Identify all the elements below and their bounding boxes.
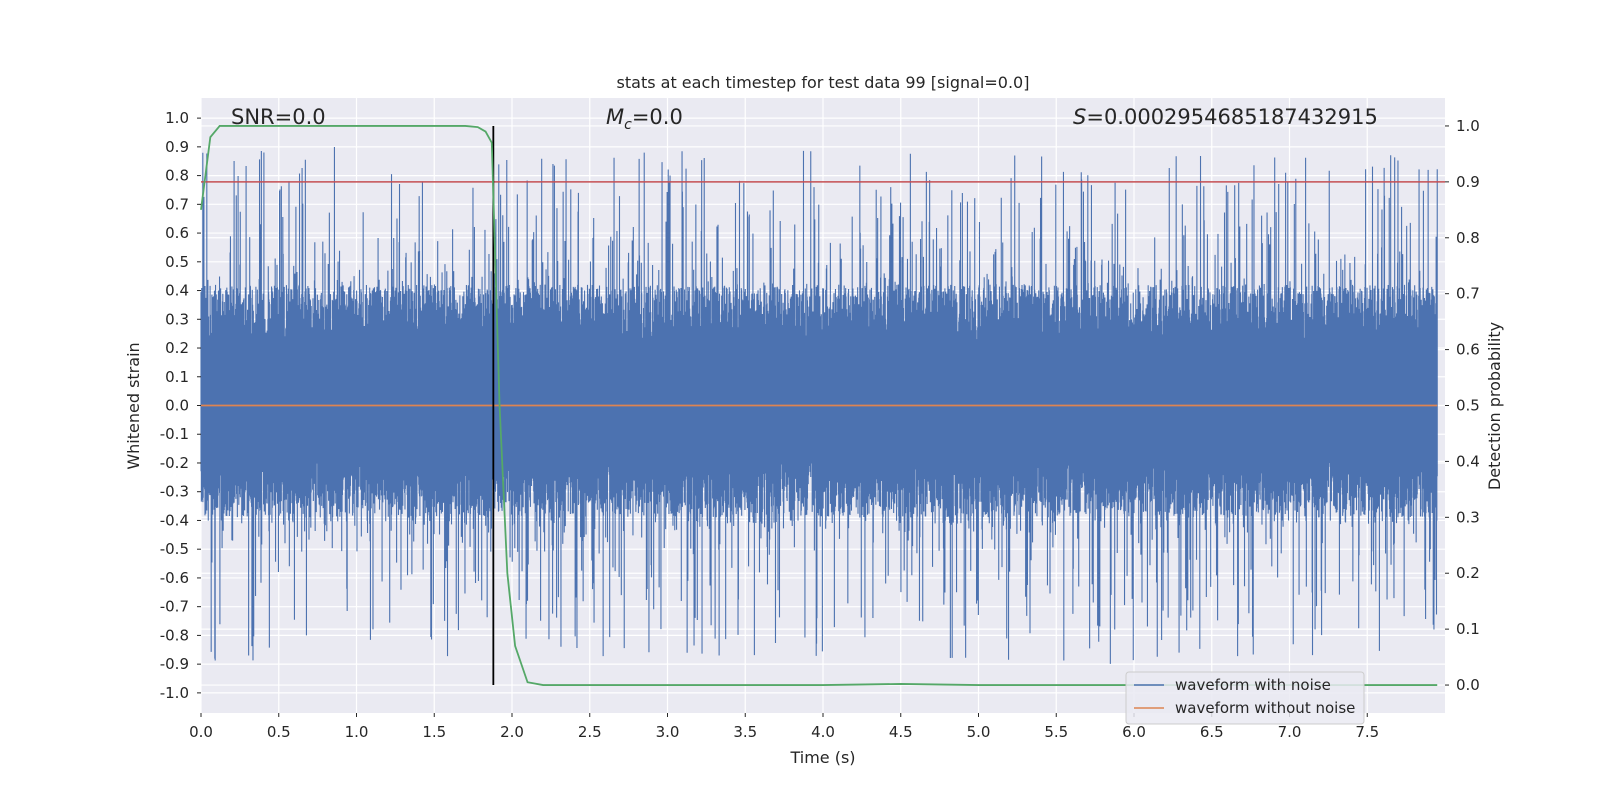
s-symbol: S (1073, 105, 1086, 129)
y-tick-label: 0.2 (165, 339, 189, 357)
y-tick-label: 0.8 (165, 167, 189, 185)
y-tick-label: -0.1 (160, 425, 189, 443)
x-tick-label: 2.0 (500, 723, 524, 741)
x-tick-label: 6.5 (1200, 723, 1224, 741)
y2-tick-label: 0.0 (1456, 676, 1480, 694)
y-tick-label: -0.6 (160, 569, 189, 587)
y-axis-label: Whitened strain (124, 342, 143, 469)
detection-probability-line (200, 125, 1438, 686)
y-tick-label: 0.1 (165, 368, 189, 386)
s-value: =0.0002954685187432915 (1086, 105, 1378, 129)
x-tick-label: 4.5 (889, 723, 913, 741)
s-annotation: S=0.0002954685187432915 (1073, 105, 1378, 129)
x-tick-label: 1.5 (422, 723, 446, 741)
chirp-mass-subscript: c (624, 117, 632, 133)
y-tick-label: -0.5 (160, 540, 189, 558)
x-axis-ticks: 0.0 0.5 1.0 1.5 2.0 2.5 3.0 3.5 4.0 4.5 5.0 5.5 6.0 6… (189, 713, 1379, 741)
y-tick-label: -1.0 (160, 684, 189, 702)
waveform-with-noise-series (200, 146, 1438, 664)
legend-label-waveform-without-noise: waveform without noise (1175, 699, 1355, 717)
y-tick-label: -0.8 (160, 626, 189, 644)
y-tick-label: 0.4 (165, 282, 189, 300)
legend: waveform with noise waveform without noi… (1125, 671, 1365, 725)
y2-axis-ticks: 1.0 0.9 0.8 0.7 0.6 0.5 0.4 0.3 0.2 0.1 0.0 (1445, 117, 1480, 694)
y2-tick-label: 0.7 (1456, 285, 1480, 303)
y2-tick-label: 0.8 (1456, 229, 1480, 247)
y2-tick-label: 1.0 (1456, 117, 1480, 135)
y-tick-label: -0.3 (160, 483, 189, 501)
chirp-mass-symbol: M (606, 105, 624, 129)
chirp-mass-value: =0.0 (632, 105, 683, 129)
y-tick-label: -0.4 (160, 511, 189, 529)
chart-title: stats at each timestep for test data 99 … (617, 73, 1030, 92)
y2-tick-label: 0.1 (1456, 620, 1480, 638)
y2-tick-label: 0.5 (1456, 397, 1480, 415)
y-tick-label: 0.5 (165, 253, 189, 271)
snr-annotation: SNR=0.0 (231, 105, 326, 129)
y2-tick-label: 0.4 (1456, 452, 1480, 470)
x-tick-label: 5.0 (967, 723, 991, 741)
legend-box (1125, 671, 1365, 725)
legend-label-waveform-with-noise: waveform with noise (1175, 676, 1331, 694)
x-tick-label: 0.0 (189, 723, 213, 741)
y2-tick-label: 0.2 (1456, 564, 1480, 582)
x-tick-label: 4.0 (811, 723, 835, 741)
y-tick-label: 0.7 (165, 195, 189, 213)
y-tick-label: 0.0 (165, 397, 189, 415)
x-axis-label: Time (s) (789, 748, 855, 767)
y-tick-label: 0.3 (165, 310, 189, 328)
x-tick-label: 3.5 (733, 723, 757, 741)
y-tick-label: -0.2 (160, 454, 189, 472)
x-tick-label: 0.5 (267, 723, 291, 741)
y2-tick-label: 0.3 (1456, 508, 1480, 526)
y-tick-label: -0.7 (160, 598, 189, 616)
chirp-mass-annotation: Mc=0.0 (606, 105, 683, 133)
y2-axis-label: Detection probability (1485, 322, 1504, 490)
y2-tick-label: 0.6 (1456, 341, 1480, 359)
x-tick-label: 5.5 (1044, 723, 1068, 741)
y-tick-label: 1.0 (165, 109, 189, 127)
y-tick-label: -0.9 (160, 655, 189, 673)
waveform-with-noise-band (201, 345, 1438, 458)
x-tick-label: 6.0 (1122, 723, 1146, 741)
y-tick-label: 0.6 (165, 224, 189, 242)
x-tick-label: 7.0 (1278, 723, 1302, 741)
x-tick-label: 3.0 (656, 723, 680, 741)
y2-tick-label: 0.9 (1456, 173, 1480, 191)
x-tick-label: 2.5 (578, 723, 602, 741)
x-tick-label: 1.0 (345, 723, 369, 741)
y-axis-ticks: 1.0 0.9 0.8 0.7 0.6 0.5 0.4 0.3 0.2 0.1 0.0 -0.1 -0.… (160, 109, 201, 702)
x-tick-label: 7.5 (1355, 723, 1379, 741)
y-tick-label: 0.9 (165, 138, 189, 156)
detection-probability-series (200, 125, 1438, 686)
